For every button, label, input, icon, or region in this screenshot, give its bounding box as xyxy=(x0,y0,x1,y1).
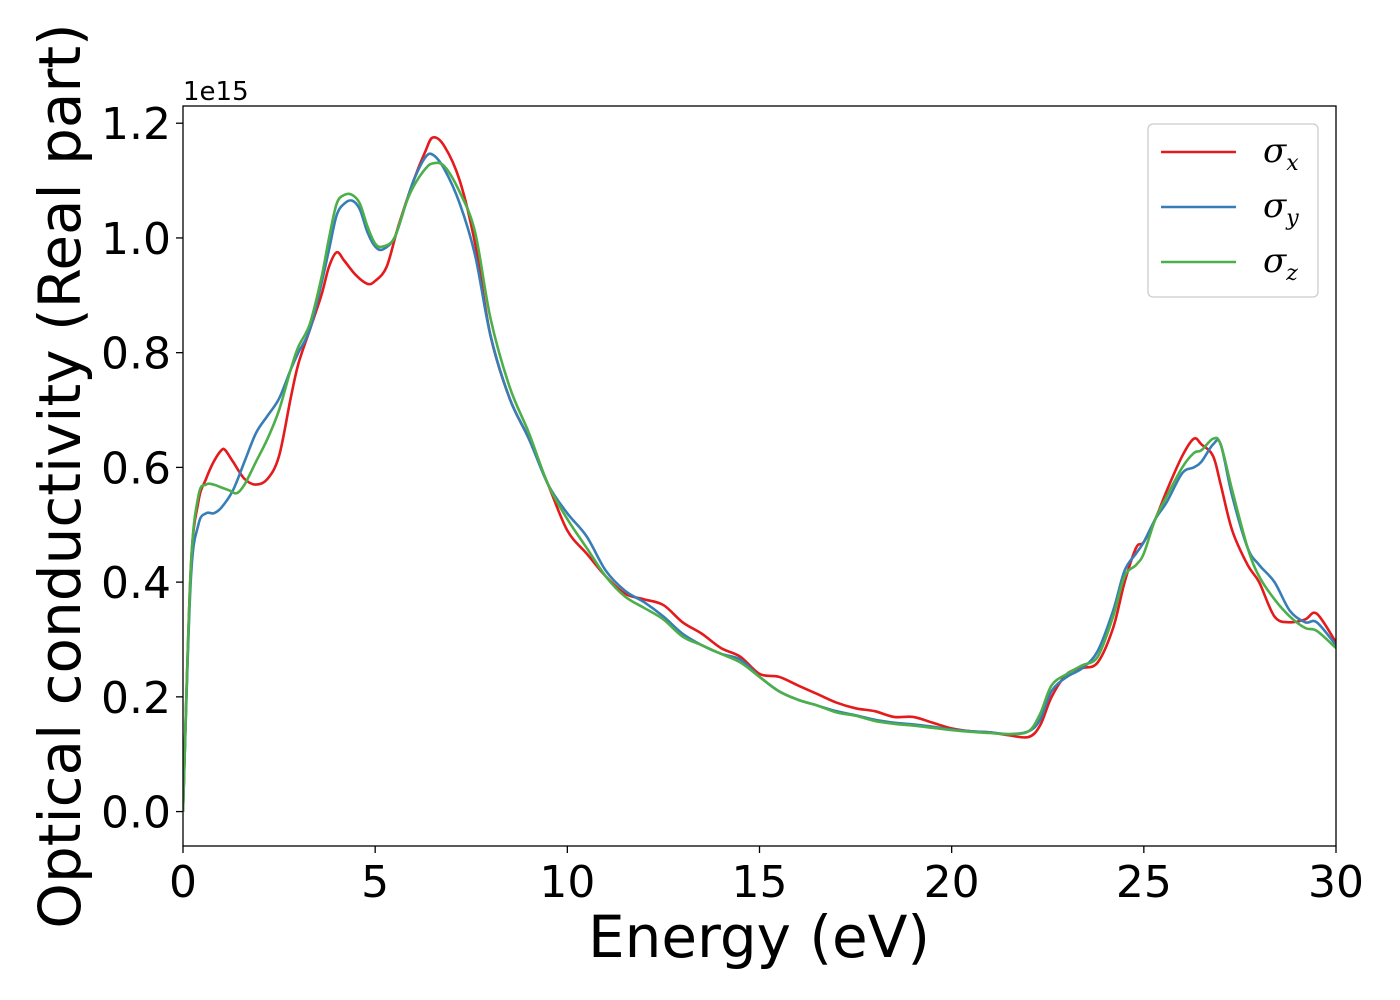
x-tick-label: 5 xyxy=(361,857,389,908)
y-tick-label: 0.0 xyxy=(101,788,171,839)
x-axis: 0 5 10 15 20 25 30 xyxy=(169,846,1364,908)
y-tick-label: 0.2 xyxy=(101,673,171,724)
y-offset-label: 1e15 xyxy=(183,77,249,107)
y-tick-label: 0.8 xyxy=(101,329,171,380)
x-tick-label: 15 xyxy=(732,857,788,908)
x-tick-label: 30 xyxy=(1308,857,1364,908)
x-tick-label: 10 xyxy=(539,857,595,908)
x-tick-label: 25 xyxy=(1116,857,1172,908)
x-tick-label: 20 xyxy=(924,857,980,908)
x-axis-label: Energy (eV) xyxy=(588,903,930,971)
x-tick-label: 0 xyxy=(169,857,197,908)
series-line-z xyxy=(183,161,1336,812)
y-tick-label: 0.6 xyxy=(101,443,171,494)
y-tick-label: 0.4 xyxy=(101,558,171,609)
series-layer xyxy=(183,136,1336,812)
y-tick-label: 1.2 xyxy=(101,99,171,150)
y-tick-label: 1.0 xyxy=(101,214,171,265)
y-axis-label: Optical conductivity (Real part) xyxy=(26,23,94,928)
y-axis: 0.0 0.2 0.4 0.6 0.8 1.0 1.2 xyxy=(101,99,183,839)
legend-box xyxy=(1147,123,1319,298)
